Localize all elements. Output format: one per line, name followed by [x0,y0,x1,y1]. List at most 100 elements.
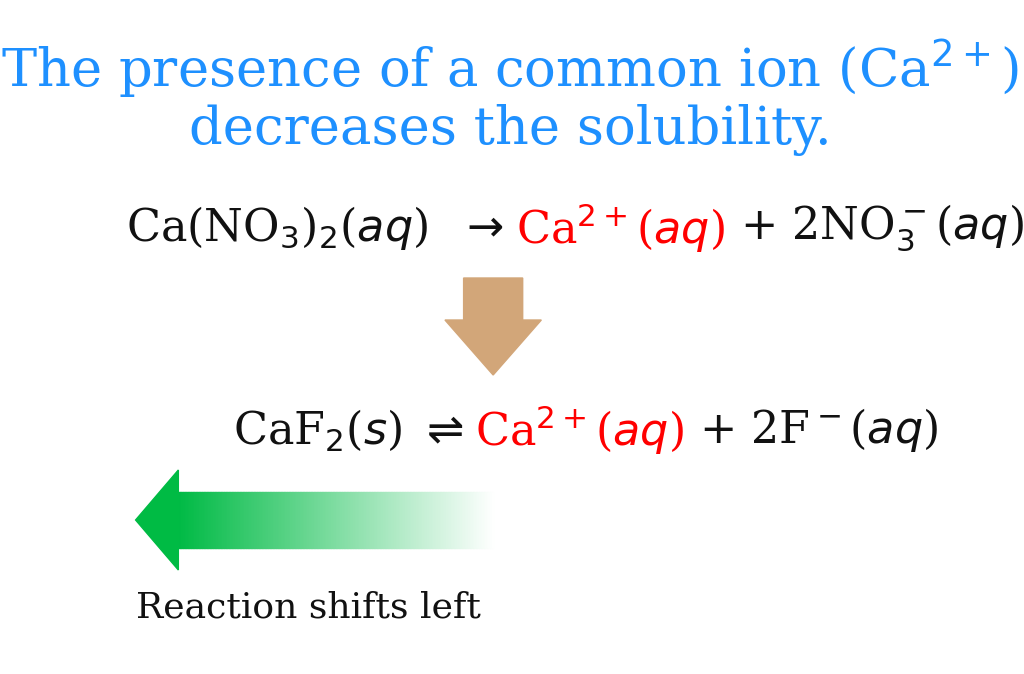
Bar [216,492,218,548]
Text: decreases the solubility.: decreases the solubility. [188,104,831,156]
Bar [313,492,315,548]
Bar [205,492,207,548]
Bar [450,492,451,548]
Bar [184,492,186,548]
Bar [295,492,296,548]
Bar [418,492,419,548]
Bar [322,492,324,548]
Bar [336,492,337,548]
Bar [490,492,492,548]
Text: $+$ 2NO$_3^-$($aq$): $+$ 2NO$_3^-$($aq$) [726,203,1023,253]
Bar [248,492,249,548]
Bar [339,492,340,548]
Bar [204,492,205,548]
Bar [445,492,447,548]
Bar [199,492,201,548]
Bar [334,492,336,548]
Bar [211,492,213,548]
Bar [460,492,462,548]
Polygon shape [135,470,178,570]
Bar [427,492,429,548]
Text: Ca$^{2+}$($aq$): Ca$^{2+}$($aq$) [475,403,684,457]
Bar [249,492,251,548]
Bar [457,492,459,548]
Bar [413,492,415,548]
Bar [215,492,216,548]
Bar [307,492,309,548]
Bar [357,492,359,548]
Bar [306,492,307,548]
Bar [477,492,479,548]
Bar [283,492,284,548]
Bar [385,492,386,548]
Bar [383,492,385,548]
Bar [482,492,483,548]
Bar [350,492,351,548]
Bar [366,492,368,548]
Bar [462,492,463,548]
Bar [186,492,187,548]
Bar [407,492,409,548]
Bar [331,492,333,548]
Bar [251,492,252,548]
Bar [430,492,432,548]
Bar [237,492,239,548]
Bar [369,492,371,548]
Bar [300,492,301,548]
Bar [391,492,392,548]
Bar [196,492,198,548]
Bar [202,492,204,548]
Bar [429,492,430,548]
Bar [230,492,231,548]
Bar [301,492,303,548]
Bar [488,492,490,548]
Bar [266,492,268,548]
Bar [432,492,433,548]
Bar [271,492,272,548]
Text: CaF$_2$($s$) $\rightleftharpoons$: CaF$_2$($s$) $\rightleftharpoons$ [232,407,474,453]
Bar [262,492,263,548]
Bar [310,492,312,548]
Bar [456,492,457,548]
Bar [438,492,439,548]
Bar [392,492,394,548]
Bar [435,492,436,548]
Bar [252,492,254,548]
Bar [208,492,210,548]
Bar [259,492,260,548]
Bar [425,492,427,548]
Bar [309,492,310,548]
Bar [388,492,389,548]
Bar [386,492,388,548]
Bar [381,492,383,548]
Bar [453,492,454,548]
Bar [181,492,183,548]
Bar [473,492,474,548]
Bar [219,492,221,548]
Text: Reaction shifts left: Reaction shifts left [135,591,480,625]
Bar [201,492,202,548]
Bar [340,492,342,548]
Bar [468,492,470,548]
Bar [415,492,416,548]
Bar [342,492,344,548]
Bar [486,492,488,548]
Bar [286,492,287,548]
Bar [292,492,293,548]
Bar [470,492,471,548]
Text: Ca(NO$_3$)$_2$($aq$)  $\rightarrow$: Ca(NO$_3$)$_2$($aq$) $\rightarrow$ [126,204,515,252]
Bar [351,492,353,548]
Bar [246,492,248,548]
Bar [419,492,421,548]
Bar [221,492,222,548]
Bar [304,492,306,548]
Bar [459,492,460,548]
Bar [421,492,422,548]
Bar [374,492,375,548]
Bar [479,492,480,548]
Bar [380,492,381,548]
Bar [265,492,266,548]
Bar [189,492,190,548]
Bar [409,492,410,548]
Bar [471,492,473,548]
